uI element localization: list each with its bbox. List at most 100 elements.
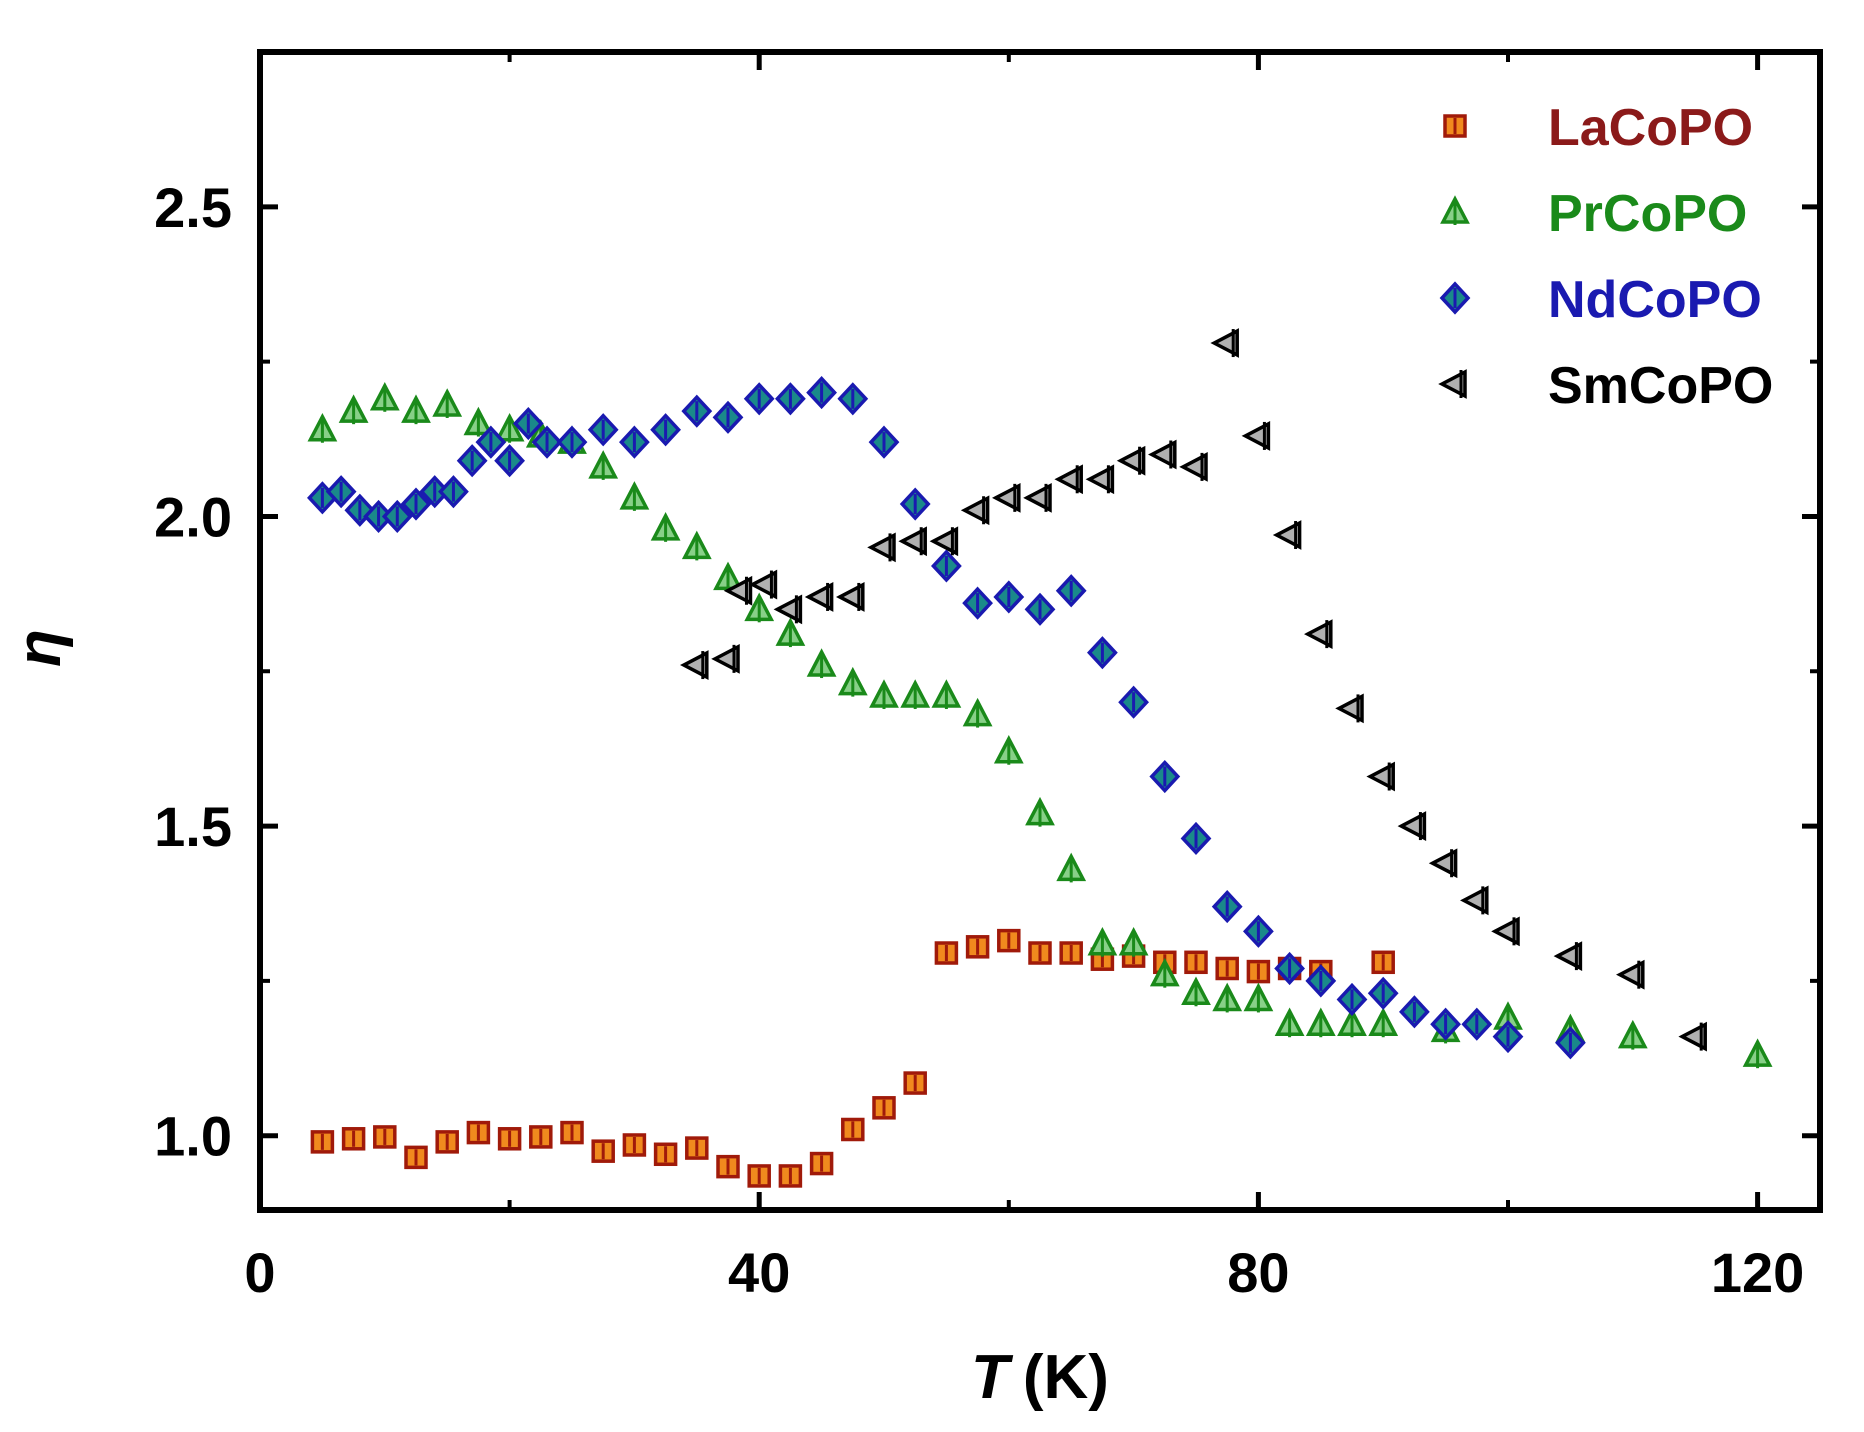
- data-point-prcopo: [401, 394, 431, 425]
- data-point-ndcopo: [681, 394, 713, 428]
- data-point-ndcopo: [456, 444, 488, 478]
- axis-tick-labels: 0 40 80 120 1.0 1.5 2.0 2.5: [154, 176, 1804, 1304]
- data-point-ndcopo: [400, 487, 432, 521]
- marker-shape: [711, 643, 740, 674]
- marker-shape: [1272, 520, 1302, 550]
- legend-label: LaCoPO: [1548, 99, 1753, 157]
- data-point-prcopo: [1056, 852, 1087, 883]
- marker-shape: [773, 594, 803, 625]
- marker-shape: [1491, 916, 1520, 947]
- data-point-ndcopo: [931, 549, 962, 583]
- marker-shape: [1023, 482, 1052, 513]
- data-point-ndcopo: [1336, 982, 1368, 1017]
- data-point-lacopo: [872, 1096, 896, 1120]
- data-point-lacopo: [622, 1133, 647, 1157]
- marker-shape: [748, 569, 778, 600]
- x-tick-label: 40: [728, 1241, 790, 1304]
- data-point-smcopo: [992, 482, 1021, 513]
- data-point-lacopo: [341, 1127, 366, 1151]
- x-tick-label: 0: [244, 1241, 275, 1304]
- data-point-prcopo: [1087, 926, 1118, 957]
- data-point-ndcopo: [1087, 636, 1118, 670]
- data-point-prcopo: [1742, 1038, 1773, 1069]
- y-tick-label: 2.5: [154, 176, 232, 239]
- data-point-prcopo: [1181, 976, 1211, 1007]
- marker-shape: [804, 582, 834, 612]
- data-point-smcopo: [748, 569, 778, 600]
- series-prcopo: [307, 381, 1773, 1069]
- data-point-lacopo: [1371, 950, 1395, 975]
- data-point-smcopo: [898, 526, 927, 557]
- data-point-smcopo: [1148, 439, 1177, 470]
- data-point-ndcopo: [1274, 951, 1305, 986]
- data-point-ndcopo: [494, 444, 525, 478]
- marker-shape: [1241, 421, 1271, 451]
- data-point-ndcopo: [1055, 574, 1087, 608]
- data-point-ndcopo: [531, 425, 563, 459]
- data-point-ndcopo: [1399, 995, 1430, 1029]
- marker-shape: [1304, 619, 1333, 649]
- y-tick-label: 1.0: [154, 1105, 232, 1168]
- data-point-lacopo: [685, 1136, 709, 1160]
- data-point-prcopo: [1368, 1007, 1399, 1038]
- legend-marker: [1439, 281, 1471, 315]
- data-point-ndcopo: [1243, 914, 1274, 948]
- data-point-smcopo: [711, 643, 740, 674]
- data-point-smcopo: [1616, 959, 1645, 990]
- data-point-lacopo: [903, 1071, 927, 1095]
- legend-marker: [1438, 369, 1467, 399]
- data-point-ndcopo: [993, 580, 1025, 614]
- data-point-ndcopo: [1461, 1007, 1493, 1041]
- data-point-ndcopo: [1149, 759, 1181, 794]
- data-point-ndcopo: [619, 425, 650, 459]
- data-point-ndcopo: [806, 376, 837, 410]
- x-axis-title: T (K): [971, 1343, 1109, 1412]
- data-point-prcopo: [931, 679, 962, 710]
- data-point-lacopo: [435, 1130, 459, 1154]
- data-point-ndcopo: [837, 382, 869, 416]
- data-point-smcopo: [1397, 811, 1427, 841]
- data-point-ndcopo: [381, 499, 413, 534]
- data-point-ndcopo: [587, 413, 619, 447]
- x-axis-title-unit: (K): [1023, 1343, 1109, 1412]
- data-point-ndcopo: [325, 475, 357, 509]
- data-point-lacopo: [997, 928, 1021, 953]
- legend-item-ndcopo: NdCoPO: [1439, 271, 1762, 329]
- marker-shape: [723, 575, 753, 606]
- data-point-ndcopo: [1118, 685, 1149, 719]
- data-point-lacopo: [310, 1130, 335, 1154]
- marker-shape: [1054, 464, 1083, 495]
- data-point-lacopo: [560, 1120, 584, 1145]
- data-point-smcopo: [1366, 761, 1395, 792]
- data-point-lacopo: [716, 1154, 740, 1179]
- marker-shape: [1179, 452, 1208, 482]
- data-point-ndcopo: [556, 425, 588, 459]
- marker-shape: [680, 650, 709, 680]
- series-lacopo: [310, 928, 1395, 1188]
- data-point-prcopo: [1305, 1007, 1336, 1038]
- data-markers: [307, 328, 1773, 1188]
- data-point-smcopo: [1491, 916, 1520, 947]
- marker-shape: [1148, 439, 1177, 470]
- data-point-prcopo: [1025, 796, 1055, 827]
- data-point-prcopo: [369, 381, 400, 412]
- data-point-smcopo: [1023, 482, 1052, 513]
- data-point-prcopo: [869, 679, 899, 710]
- data-point-prcopo: [806, 648, 837, 679]
- marker-shape: [1335, 693, 1364, 724]
- data-point-prcopo: [744, 592, 775, 623]
- data-point-smcopo: [1460, 885, 1489, 916]
- data-point-prcopo: [993, 734, 1024, 765]
- data-point-smcopo: [1116, 445, 1146, 476]
- data-point-ndcopo: [962, 586, 993, 620]
- data-point-ndcopo: [743, 382, 775, 416]
- marker-shape: [1678, 1021, 1707, 1052]
- marker-shape: [836, 582, 865, 612]
- y-tick-label: 2.0: [154, 485, 232, 548]
- data-point-ndcopo: [475, 425, 507, 459]
- data-point-lacopo: [841, 1117, 865, 1142]
- data-point-prcopo: [338, 394, 369, 425]
- data-point-lacopo: [778, 1164, 803, 1188]
- marker-shape: [1397, 811, 1427, 841]
- data-point-smcopo: [867, 532, 896, 563]
